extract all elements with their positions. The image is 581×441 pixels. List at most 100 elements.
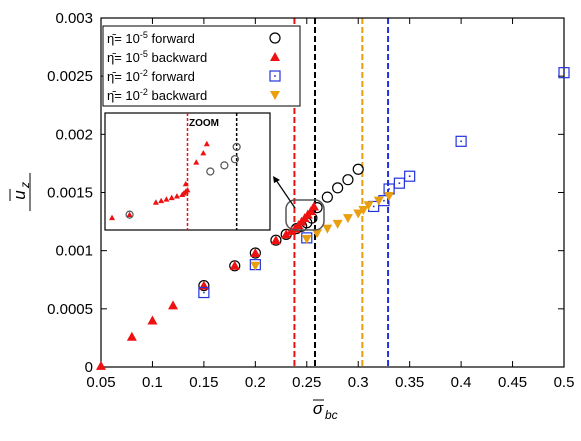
data-point — [126, 331, 137, 341]
legend-frame — [102, 25, 301, 107]
x-axis-label-sub: bc — [325, 408, 338, 422]
legend-entry-label: η̄= 10-2 backward — [107, 87, 207, 103]
zoom-inset: ZOOM — [104, 112, 271, 231]
data-point — [147, 315, 158, 325]
y-tick-label: 0.002 — [55, 126, 93, 143]
data-point-dot — [563, 71, 565, 74]
zoom-inset-triangle — [168, 194, 175, 201]
legend: η̄= 10-5 forward η̄= 10-5 backward η̄= 10-… — [102, 25, 301, 107]
zoom-inset-circle — [230, 155, 239, 164]
x-tick-label: 0.4 — [451, 374, 472, 391]
data-point — [358, 205, 369, 215]
zoom-inset-label: ZOOM — [189, 118, 219, 129]
zoom-inset-circle — [220, 161, 229, 170]
data-point — [373, 196, 384, 206]
y-axis-label-sub: z — [18, 182, 32, 189]
x-tick-label: 0.05 — [86, 374, 115, 391]
x-tick-label: 0.1 — [142, 374, 163, 391]
zoom-inset-triangle — [109, 214, 116, 221]
legend-marker — [270, 52, 280, 61]
data-point-box — [558, 67, 570, 79]
data-point — [384, 191, 395, 201]
data-point — [332, 219, 343, 229]
y-axis-label: uz — [9, 173, 32, 211]
y-tick-label: 0 — [85, 359, 93, 376]
data-point — [301, 235, 312, 245]
x-tick-label: 0.3 — [348, 374, 369, 391]
data-point — [363, 201, 374, 211]
data-point — [250, 247, 261, 257]
data-point-box — [455, 135, 467, 147]
data-point — [342, 174, 354, 186]
zoom-arrow-head — [273, 176, 280, 183]
data-point — [353, 209, 364, 219]
series-4 — [250, 191, 395, 271]
legend-marker-box — [269, 70, 281, 82]
data-point-dot — [460, 140, 462, 143]
data-point — [308, 201, 319, 211]
data-point-box — [393, 177, 405, 189]
data-point-dot — [388, 188, 390, 190]
zoom-inset-triangle — [203, 140, 210, 147]
zoom-inset-triangle — [200, 150, 207, 156]
data-point — [455, 135, 467, 147]
data-point — [286, 225, 297, 235]
y-tick-label: 0.003 — [55, 10, 93, 27]
data-point — [198, 286, 210, 299]
data-point-dot — [203, 291, 205, 294]
data-point — [168, 300, 179, 310]
data-point-dot — [372, 205, 375, 208]
data-point-box — [404, 170, 416, 182]
data-point — [342, 214, 353, 224]
legend-marker — [269, 32, 281, 44]
legend-entry-label: η̄= 10-5 backward — [107, 49, 207, 65]
data-point — [322, 224, 333, 234]
zoom-inset-triangle — [184, 186, 191, 193]
data-point — [270, 235, 281, 245]
zoom-arrow-line — [275, 179, 296, 209]
y-tick-label: 0.0025 — [47, 68, 93, 85]
x-tick-label: 0.2 — [245, 374, 266, 391]
data-point-dot — [398, 182, 401, 184]
data-point — [312, 229, 323, 239]
data-point — [558, 67, 570, 79]
data-point — [404, 170, 416, 182]
zoom-inset-triangle — [158, 197, 165, 204]
data-point-box — [198, 286, 210, 299]
data-point — [305, 206, 316, 216]
legend-entry-label: η̄= 10-2 forward — [107, 68, 195, 84]
data-point — [321, 191, 333, 203]
x-tick-label: 0.45 — [498, 374, 527, 391]
y-tick-label: 0.001 — [55, 243, 93, 260]
data-point — [352, 163, 364, 175]
x-axis-label-main: σ — [313, 399, 324, 418]
legend-marker — [269, 70, 281, 82]
zoom-inset-triangle — [163, 196, 170, 202]
legend-marker-dot — [274, 75, 276, 77]
zoom-inset-triangle — [152, 199, 159, 205]
y-tick-label: 0.0015 — [47, 185, 93, 202]
zoom-inset-triangle — [173, 193, 180, 199]
data-point — [281, 229, 292, 239]
zoom-inset-circle — [232, 142, 241, 151]
legend-marker — [270, 91, 280, 100]
zoom-inset-triangle — [182, 180, 189, 187]
zoom-inset-triangle — [126, 211, 133, 218]
x-tick-label: 0.25 — [292, 374, 321, 391]
zoom-region-highlight — [285, 199, 325, 231]
y-tick-label: 0.0005 — [47, 301, 93, 318]
data-point — [393, 177, 405, 189]
x-tick-label: 0.5 — [554, 374, 575, 391]
data-point — [332, 182, 344, 194]
data-point-dot — [383, 199, 385, 202]
y-axis-label-main: u — [10, 190, 29, 200]
zoom-inset-circle — [125, 210, 134, 219]
data-point — [229, 260, 240, 270]
x-axis-label: σ bc — [313, 399, 338, 422]
data-point — [250, 261, 261, 271]
data-point — [96, 360, 106, 370]
zoom-inset-circle — [206, 167, 215, 176]
legend-entry-label: η̄= 10-5 forward — [107, 30, 195, 46]
